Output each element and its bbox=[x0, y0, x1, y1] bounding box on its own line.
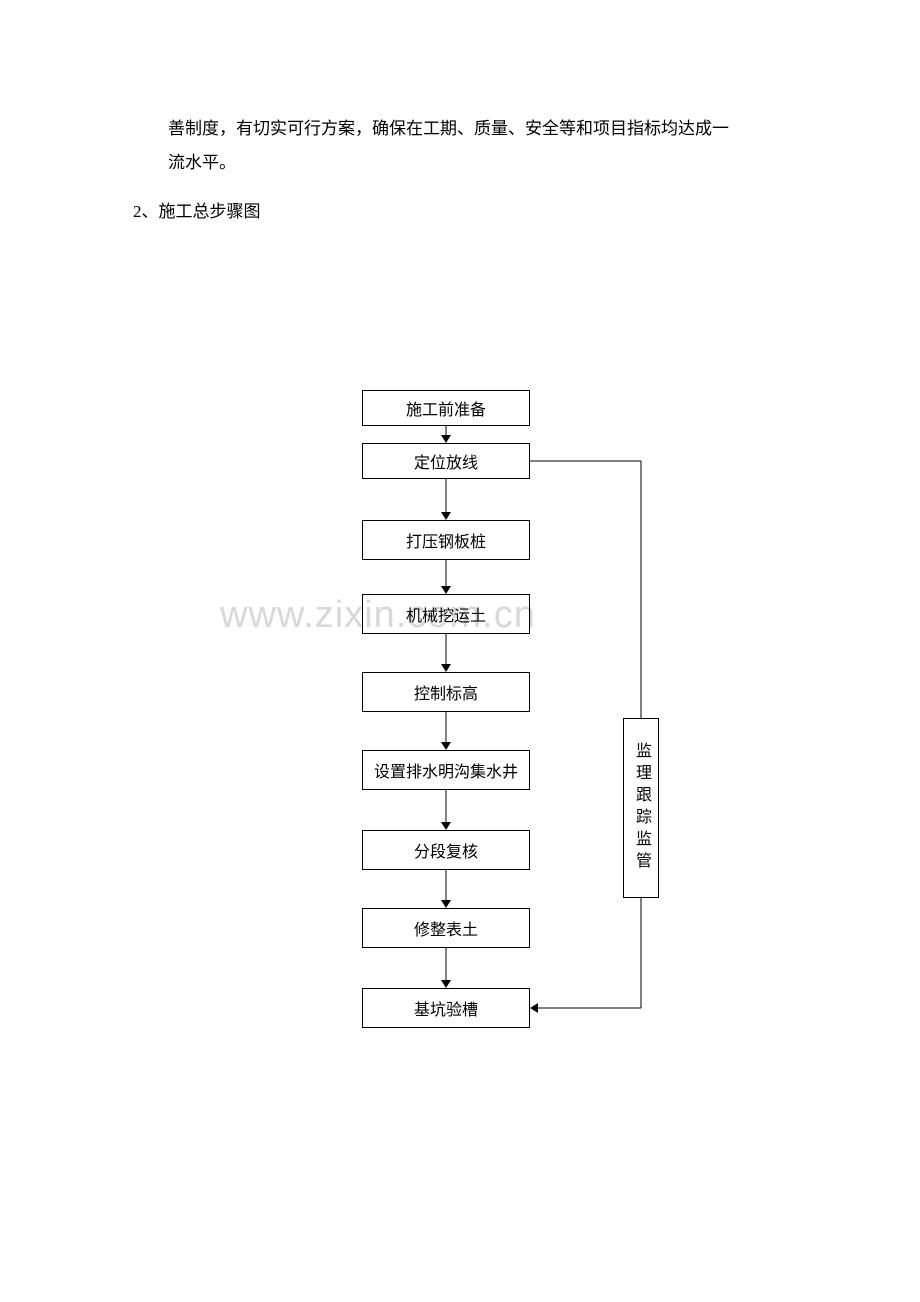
flowchart-node-nv: 监理跟踪监管 bbox=[623, 718, 659, 898]
flowchart-node-n4: 机械挖运土 bbox=[362, 594, 530, 634]
flowchart-node-n6: 设置排水明沟集水井 bbox=[362, 750, 530, 790]
flowchart-node-n9: 基坑验槽 bbox=[362, 988, 530, 1028]
flowchart-node-n5: 控制标高 bbox=[362, 672, 530, 712]
flowchart-node-n8: 修整表土 bbox=[362, 908, 530, 948]
flowchart-node-n1: 施工前准备 bbox=[362, 390, 530, 426]
flowchart-container: 施工前准备定位放线打压钢板桩机械挖运土控制标高设置排水明沟集水井分段复核修整表土… bbox=[0, 0, 920, 1302]
flowchart-svg bbox=[0, 0, 920, 1302]
flowchart-node-n2: 定位放线 bbox=[362, 443, 530, 479]
flowchart-node-n7: 分段复核 bbox=[362, 830, 530, 870]
flowchart-node-n3: 打压钢板桩 bbox=[362, 520, 530, 560]
